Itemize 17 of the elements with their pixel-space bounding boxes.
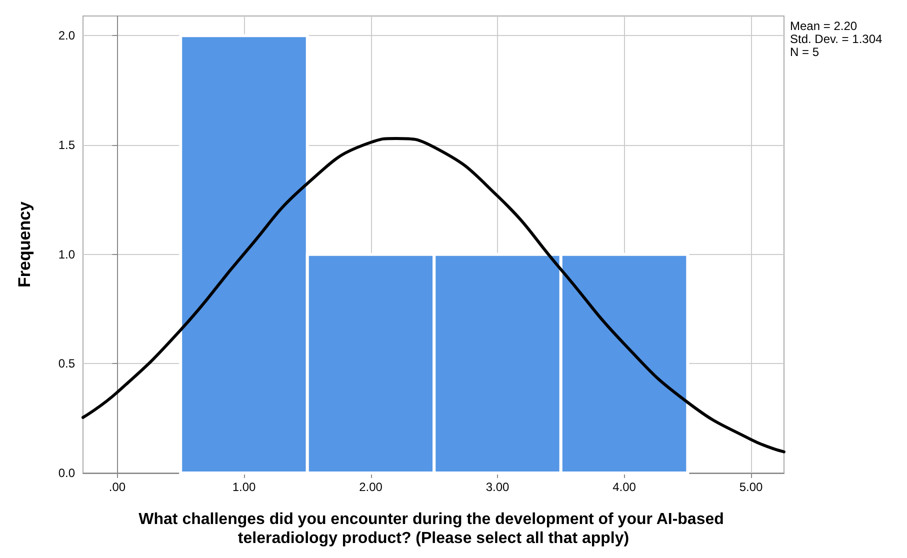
y-tick-label: 2.0: [58, 28, 76, 43]
y-tick-label: 1.5: [58, 138, 76, 152]
x-tick-label: 1.00: [232, 480, 256, 494]
x-tick-label: 2.00: [359, 480, 383, 494]
text: Std. Dev. = 1.304: [790, 32, 882, 46]
line-series: [82, 136, 786, 454]
y-tick-label: 1.0: [58, 247, 76, 262]
y-tick-label: 0.0: [58, 466, 76, 480]
y-tick-label: 0.5: [58, 356, 76, 371]
x-axis-title: What challenges did you encounter during the development of your AI-based teleradiology product? (Please select all that apply): [138, 511, 728, 547]
x-tick-label: .00: [108, 480, 126, 494]
text: N = 5: [790, 45, 820, 59]
y-axis-title: Frequency: [15, 200, 34, 288]
x-tick-label: 5.00: [739, 480, 764, 494]
text: Mean = 2.20: [790, 19, 858, 33]
x-tick-label: 3.00: [486, 480, 510, 494]
x-tick-label: 4.00: [612, 480, 636, 494]
